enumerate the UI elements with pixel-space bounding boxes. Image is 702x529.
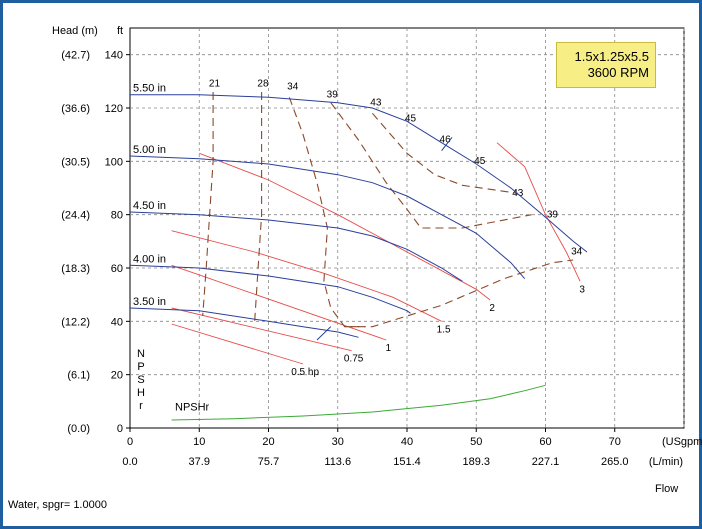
y-tick-label-m: (12.2) [61, 316, 90, 328]
x-tick-label-secondary: 227.1 [532, 456, 560, 468]
efficiency-curve-line [254, 92, 263, 322]
x-tick-label: 20 [262, 436, 274, 448]
y-tick-label-ft: 120 [105, 103, 123, 115]
x-axis-unit-secondary: (L/min) [649, 456, 683, 468]
x-tick-label-secondary: 0.0 [122, 456, 137, 468]
power-curve-line [171, 323, 304, 365]
y-tick-label-m: (30.5) [61, 156, 90, 168]
curve-marker [441, 137, 453, 151]
x-tick-label: 30 [332, 436, 344, 448]
y-tick-label-ft: 0 [117, 423, 123, 435]
efficiency-label: 34 [287, 81, 299, 92]
efficiency-label: 45 [474, 156, 486, 167]
y-tick-label-ft: 60 [111, 263, 123, 275]
y-tick-label-m: (24.4) [61, 210, 90, 222]
head-curve-line [129, 155, 526, 280]
efficiency-label: 34 [571, 247, 583, 258]
efficiency-label: 46 [440, 135, 452, 146]
head-curve-line [129, 264, 411, 314]
power-curve-line [199, 152, 491, 301]
y-axis-label: Head (m) [52, 25, 98, 37]
power-curve-label: 1.5 [437, 324, 451, 335]
model-speed: 3600 RPM [587, 65, 649, 80]
head-curve-label: 5.00 in [133, 144, 166, 156]
head-curve-line [129, 307, 359, 338]
x-tick-label-secondary: 113.6 [324, 456, 351, 468]
npsh-curve-label: NPSHr [175, 402, 210, 414]
model-info-box: 1.5x1.25x5.5 3600 RPM [556, 42, 656, 88]
head-curve-label: 3.50 in [133, 296, 166, 308]
npsh-axis-letter: H [137, 387, 145, 399]
power-curve-line [171, 307, 352, 352]
y-tick-label-m: (6.1) [67, 370, 90, 382]
y-tick-label-m: (18.3) [61, 263, 90, 275]
x-tick-label: 40 [401, 436, 413, 448]
y-tick-label-m: (42.7) [61, 50, 90, 62]
efficiency-label: 39 [327, 89, 339, 100]
x-tick-label-secondary: 189.3 [462, 456, 490, 468]
x-tick-label: 0 [127, 436, 133, 448]
y-axis-unit-label: ft [117, 25, 123, 37]
power-curve-label: 2 [489, 303, 495, 314]
power-curve-label: 0.75 [344, 354, 364, 365]
efficiency-label: 28 [257, 79, 269, 90]
power-curve-line [496, 142, 581, 282]
npsh-axis-letter: r [139, 400, 143, 412]
x-tick-label-secondary: 265.0 [601, 456, 629, 468]
y-tick-label-m: (0.0) [67, 423, 90, 435]
x-tick-label-secondary: 37.9 [189, 456, 210, 468]
efficiency-curve-line [344, 259, 574, 328]
model-size: 1.5x1.25x5.5 [574, 49, 649, 64]
npsh-axis-letter: P [137, 361, 144, 373]
efficiency-curve-line [202, 92, 214, 317]
npsh-curve-line [171, 384, 546, 421]
x-tick-label: 50 [470, 436, 482, 448]
power-curve-line [171, 264, 387, 341]
power-curve-line [171, 230, 442, 322]
head-curve-label: 4.50 in [133, 200, 166, 212]
fluid-info: Water, spgr= 1.0000 [8, 499, 107, 511]
curve-marker [316, 326, 332, 341]
efficiency-label: 45 [405, 113, 417, 124]
head-curve-line [130, 94, 588, 253]
head-curve-label: 4.00 in [133, 253, 166, 265]
flow-axis-label: Flow [655, 483, 679, 495]
y-tick-label-ft: 100 [105, 156, 123, 168]
efficiency-curve-line [330, 102, 532, 229]
x-axis-unit-primary: (USgpm) [662, 436, 702, 448]
power-curve-label: 1 [385, 343, 391, 354]
head-curve-line [129, 211, 463, 282]
y-tick-label-ft: 20 [111, 370, 123, 382]
npsh-axis-letter: N [137, 348, 145, 360]
x-tick-label-secondary: 151.4 [393, 456, 421, 468]
efficiency-label: 39 [547, 209, 559, 220]
y-tick-label-ft: 140 [105, 50, 123, 62]
x-tick-label-secondary: 75.7 [258, 456, 279, 468]
x-tick-label: 70 [609, 436, 621, 448]
head-curve-label: 5.50 in [133, 83, 166, 95]
y-tick-label-ft: 40 [111, 316, 123, 328]
power-curve-label: 0.5 hp [291, 367, 319, 378]
efficiency-label: 43 [370, 97, 382, 108]
efficiency-curve-line [288, 97, 366, 328]
x-tick-label: 10 [193, 436, 205, 448]
npsh-axis-letter: S [137, 374, 144, 386]
y-tick-label-m: (36.6) [61, 103, 90, 115]
y-tick-label-ft: 80 [111, 210, 123, 222]
efficiency-label: 21 [209, 79, 221, 90]
x-tick-label: 60 [539, 436, 551, 448]
efficiency-curve-line [371, 112, 518, 194]
power-curve-label: 3 [579, 284, 585, 295]
